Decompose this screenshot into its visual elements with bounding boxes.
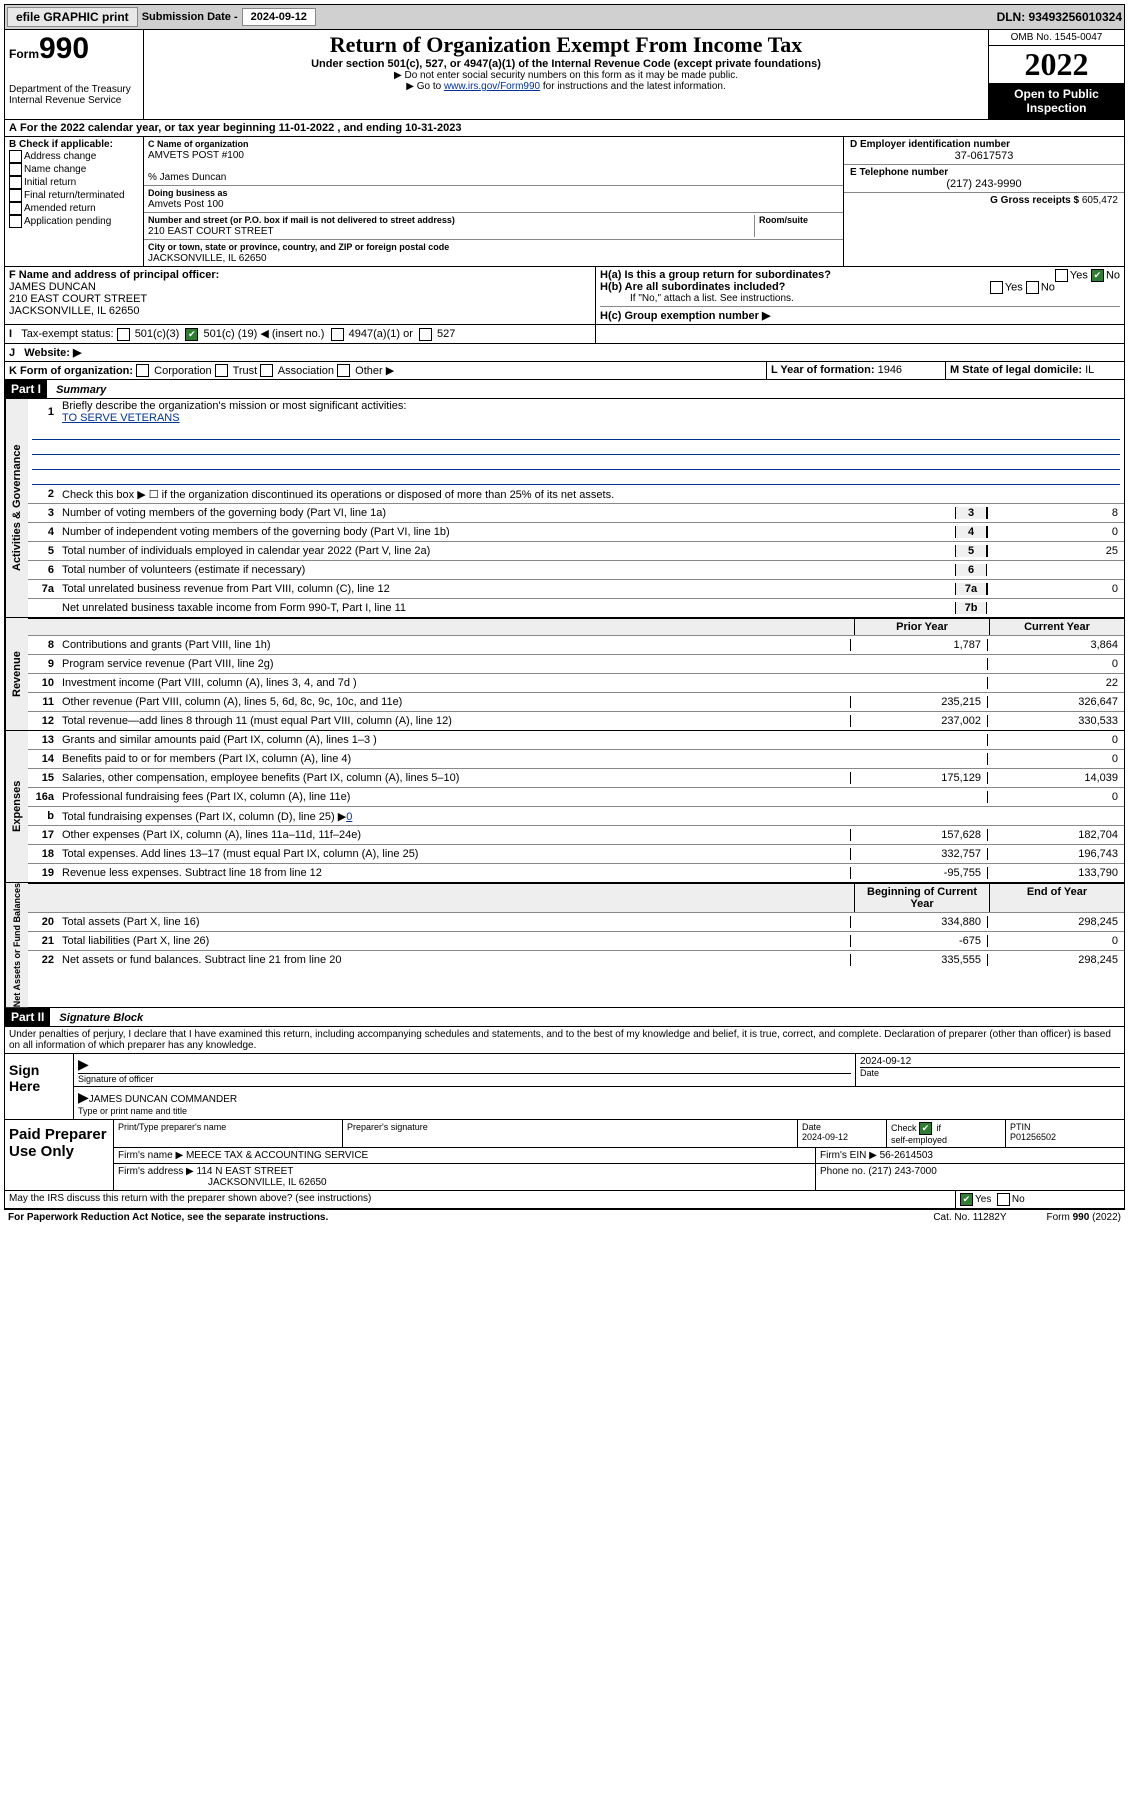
top-bar: efile GRAPHIC print Submission Date - 20… [4, 4, 1125, 30]
sign-here: Sign Here ▶Signature of officer 2024-09-… [5, 1053, 1124, 1119]
part-i-header: Part I Summary [4, 380, 1125, 399]
box-e: E Telephone number(217) 243-9990 [844, 165, 1124, 193]
efile-print-button[interactable]: efile GRAPHIC print [7, 7, 138, 27]
revenue-section: Revenue Prior YearCurrent Year 8Contribu… [4, 618, 1125, 731]
dln: DLN: 93493256010324 [997, 10, 1122, 24]
block-f-h: F Name and address of principal officer:… [4, 267, 1125, 325]
net-assets-section: Net Assets or Fund Balances Beginning of… [4, 883, 1125, 1008]
box-f: F Name and address of principal officer:… [5, 267, 596, 324]
expenses-section: Expenses 13Grants and similar amounts pa… [4, 731, 1125, 883]
header-left: Form990 Department of the Treasury Inter… [5, 30, 144, 119]
box-h: H(a) Is this a group return for subordin… [596, 267, 1124, 324]
paid-preparer: Paid Preparer Use Only Print/Type prepar… [5, 1119, 1124, 1190]
submission-date: 2024-09-12 [242, 8, 316, 26]
block-klm: K Form of organization: Corporation Trus… [4, 362, 1125, 381]
box-g: G Gross receipts $ 605,472 [844, 193, 1124, 208]
form-header: Form990 Department of the Treasury Inter… [4, 30, 1125, 120]
part-ii-header: Part II Signature Block [4, 1008, 1125, 1027]
box-c: C Name of organizationAMVETS POST #100% … [144, 137, 843, 266]
activities-governance: Activities & Governance 1Briefly describ… [4, 399, 1125, 618]
box-b: B Check if applicable: Address change Na… [5, 137, 144, 266]
block-b-c-d: B Check if applicable: Address change Na… [4, 137, 1125, 267]
submission-label: Submission Date - [142, 11, 238, 23]
mission-link[interactable]: TO SERVE VETERANS [62, 412, 180, 424]
box-d: D Employer identification number37-06175… [844, 137, 1124, 165]
header-right: OMB No. 1545-0047 2022 Open to Public In… [988, 30, 1124, 119]
box-j: J Website: ▶ [4, 344, 1125, 362]
irs-link[interactable]: www.irs.gov/Form990 [444, 81, 540, 92]
line-a: A For the 2022 calendar year, or tax yea… [4, 120, 1125, 137]
footer: For Paperwork Reduction Act Notice, see … [4, 1209, 1125, 1225]
header-mid: Return of Organization Exempt From Incom… [144, 30, 988, 119]
block-i: I Tax-exempt status: 501(c)(3) 501(c) (1… [4, 325, 1125, 344]
fundraising-link[interactable]: 0 [346, 811, 352, 823]
declaration: Under penalties of perjury, I declare th… [5, 1027, 1124, 1053]
